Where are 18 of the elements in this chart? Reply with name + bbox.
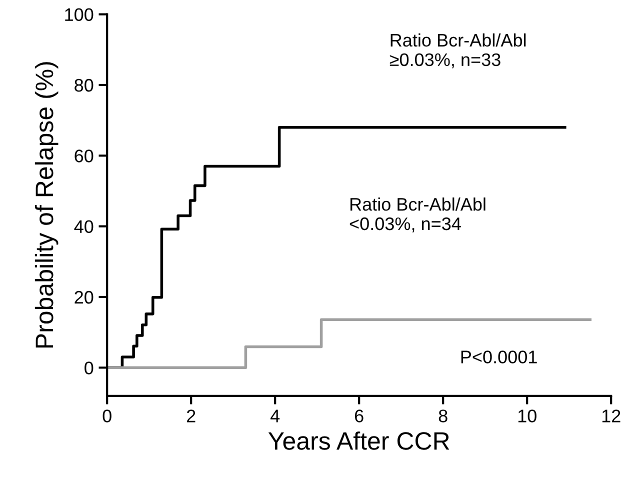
x-tick-label: 10	[518, 410, 536, 422]
x-tick-label: 8	[438, 410, 448, 422]
x-tick-label: 4	[270, 410, 280, 422]
x-tick-label: 0	[102, 410, 112, 422]
annotation: Ratio Bcr-Abl/Abl ≥0.03%, n=33	[390, 33, 526, 68]
y-tick-label: 60	[74, 150, 94, 162]
y-tick-label: 100	[65, 8, 94, 22]
annotation: Ratio Bcr-Abl/Abl <0.03%, n=34	[350, 197, 486, 232]
y-tick-label: 20	[74, 290, 94, 304]
y-tick-label: 80	[74, 78, 94, 92]
x-tick-label: 6	[354, 410, 364, 422]
x-axis-title: Years After CCR	[268, 432, 450, 450]
y-tick-label: 0	[84, 362, 94, 374]
y-axis-title: Probability of Relapse (%)	[34, 62, 58, 348]
annotation: P<0.0001	[461, 350, 537, 364]
x-tick-label: 12	[602, 410, 620, 422]
y-tick-label: 40	[74, 220, 94, 234]
x-tick-label: 2	[186, 410, 196, 422]
